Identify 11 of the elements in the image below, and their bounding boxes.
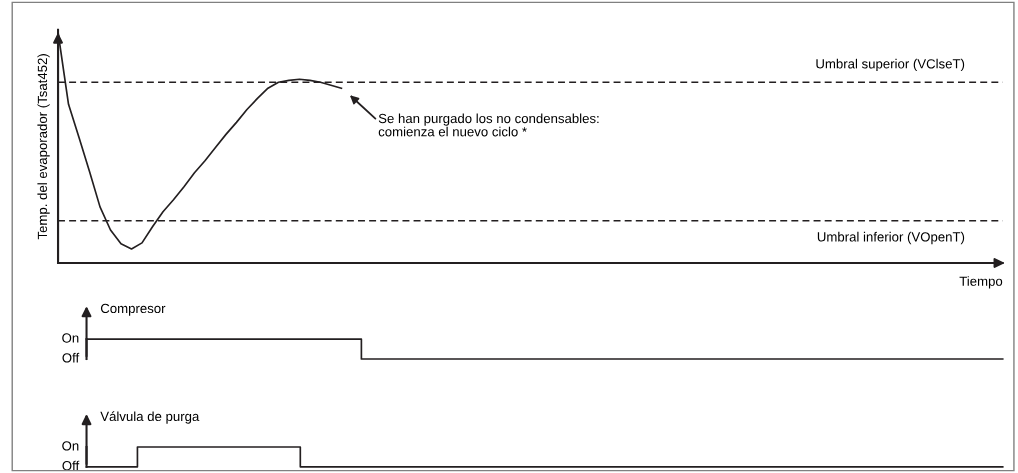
text: On (62, 441, 79, 451)
annotation: Se han purgado los no condensables: comienza el nuevo ciclo * (378, 113, 599, 137)
x-axis-title: Tiempo (959, 276, 1003, 289)
text: Off (62, 352, 80, 363)
chart-title: Válvula de purga (100, 411, 200, 424)
text: On (62, 333, 79, 343)
text: Off (62, 460, 80, 471)
chart-title: Compresor (100, 303, 166, 316)
y-axis-title: Temp. del evaporador (Tsat452) (37, 54, 50, 240)
ref-line-label: Umbral superior (VClseT) (816, 58, 965, 72)
ref-line-label: Umbral inferior (VOpenT) (817, 231, 965, 245)
